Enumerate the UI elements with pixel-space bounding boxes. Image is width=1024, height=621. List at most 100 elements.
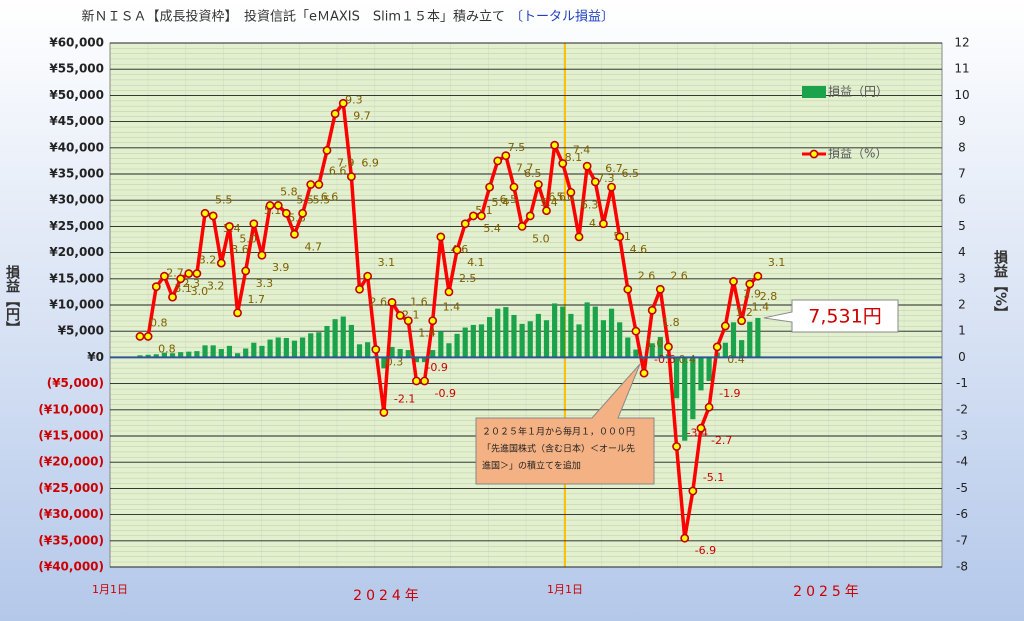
callout-box <box>763 299 899 333</box>
data-label: 0.8 <box>150 316 168 329</box>
data-label: 2.8 <box>760 290 778 303</box>
bar <box>657 336 663 358</box>
marker <box>257 250 267 260</box>
y-tick-label: ¥10,000 <box>49 298 104 312</box>
marker <box>208 211 218 221</box>
bar <box>275 337 281 358</box>
y2-tick-label: 5 <box>958 219 966 233</box>
marker <box>363 271 373 281</box>
data-label: 5.5 <box>313 193 331 206</box>
bar <box>413 357 420 363</box>
marker <box>265 201 275 210</box>
bar <box>300 337 306 358</box>
y2-tick-label: 12 <box>954 36 969 50</box>
marker <box>599 219 608 229</box>
y2-tick-label: -8 <box>956 560 968 574</box>
data-label: 5.5 <box>296 193 314 206</box>
y2-tick-label: -6 <box>956 507 968 521</box>
data-label: 7.5 <box>508 141 525 154</box>
data-label: 5.4 <box>540 196 558 209</box>
marker <box>712 342 722 352</box>
y2-tick-label: -1 <box>956 376 968 390</box>
data-label: 0.4 <box>727 353 745 366</box>
marker <box>525 211 535 221</box>
bar <box>617 322 623 358</box>
data-label: -0.9 <box>426 361 447 374</box>
bar <box>673 357 680 399</box>
marker <box>298 208 307 218</box>
marker <box>200 208 210 218</box>
marker <box>355 284 364 294</box>
marker <box>477 211 486 221</box>
marker <box>753 271 763 281</box>
y-tick-label: (¥30,000) <box>38 507 104 521</box>
marker <box>387 297 397 307</box>
marker <box>168 292 177 302</box>
data-label: 5.4 <box>483 222 501 235</box>
bar <box>169 353 176 358</box>
y-tick-label: (¥5,000) <box>47 376 104 390</box>
marker <box>176 274 186 284</box>
data-label: 1.0 <box>646 337 664 350</box>
bar <box>267 339 273 358</box>
data-label: 1.7 <box>248 293 266 306</box>
data-label: 5.8 <box>280 185 298 198</box>
bar <box>755 317 761 358</box>
marker <box>639 368 649 378</box>
bar <box>722 342 728 358</box>
marker <box>688 486 698 496</box>
bar <box>706 357 712 381</box>
y2-tick-label: 0 <box>958 350 966 364</box>
y-tick-label: ¥60,000 <box>49 36 104 50</box>
bar <box>178 352 184 358</box>
marker <box>338 98 348 108</box>
y-tick-label: ¥40,000 <box>49 140 104 154</box>
legend-label: 損益（円） <box>828 84 888 99</box>
marker <box>346 172 356 182</box>
data-label: 8.1 <box>565 151 583 164</box>
marker <box>468 211 478 221</box>
marker <box>672 442 681 451</box>
marker <box>151 282 161 292</box>
bar <box>348 324 354 358</box>
data-label: 4.6 <box>630 243 648 256</box>
marker <box>647 305 657 315</box>
data-label: 6.5 <box>622 167 640 180</box>
bar <box>316 332 322 358</box>
data-label: 5.0 <box>239 232 257 245</box>
marker <box>607 182 616 192</box>
x-group-label: 2025年 <box>793 584 863 600</box>
data-label: 6.9 <box>361 157 379 170</box>
data-label: 6.6 <box>329 164 347 177</box>
data-label: 3.2 <box>199 254 217 267</box>
bar <box>462 327 468 358</box>
marker <box>233 308 242 318</box>
bar <box>584 302 590 358</box>
bar <box>543 320 550 358</box>
bar <box>202 345 208 358</box>
y-axis-title: 損益【円】 <box>4 264 20 335</box>
marker <box>631 326 641 336</box>
marker <box>371 345 381 354</box>
data-label: 7.9 <box>337 156 355 169</box>
bar <box>454 333 460 358</box>
data-label: 7.3 <box>597 172 615 185</box>
marker <box>696 423 706 433</box>
marker <box>428 316 438 326</box>
y-tick-label: (¥40,000) <box>38 560 104 574</box>
data-label: 1.8 <box>662 316 680 329</box>
y2-tick-label: 1 <box>958 324 966 338</box>
bar <box>690 357 696 420</box>
annotation-text: 「先進国株式（含む日本）＜オール先 <box>482 443 635 455</box>
marker <box>542 206 551 216</box>
y-tick-label: ¥0 <box>87 350 104 364</box>
marker <box>574 232 584 242</box>
y2-tick-label: -3 <box>956 429 968 443</box>
bar <box>511 314 517 358</box>
bar <box>161 352 167 358</box>
x-group-label: 2024年 <box>353 588 423 604</box>
marker <box>290 229 299 239</box>
data-label: 6.6 <box>321 190 339 203</box>
marker <box>184 269 194 278</box>
